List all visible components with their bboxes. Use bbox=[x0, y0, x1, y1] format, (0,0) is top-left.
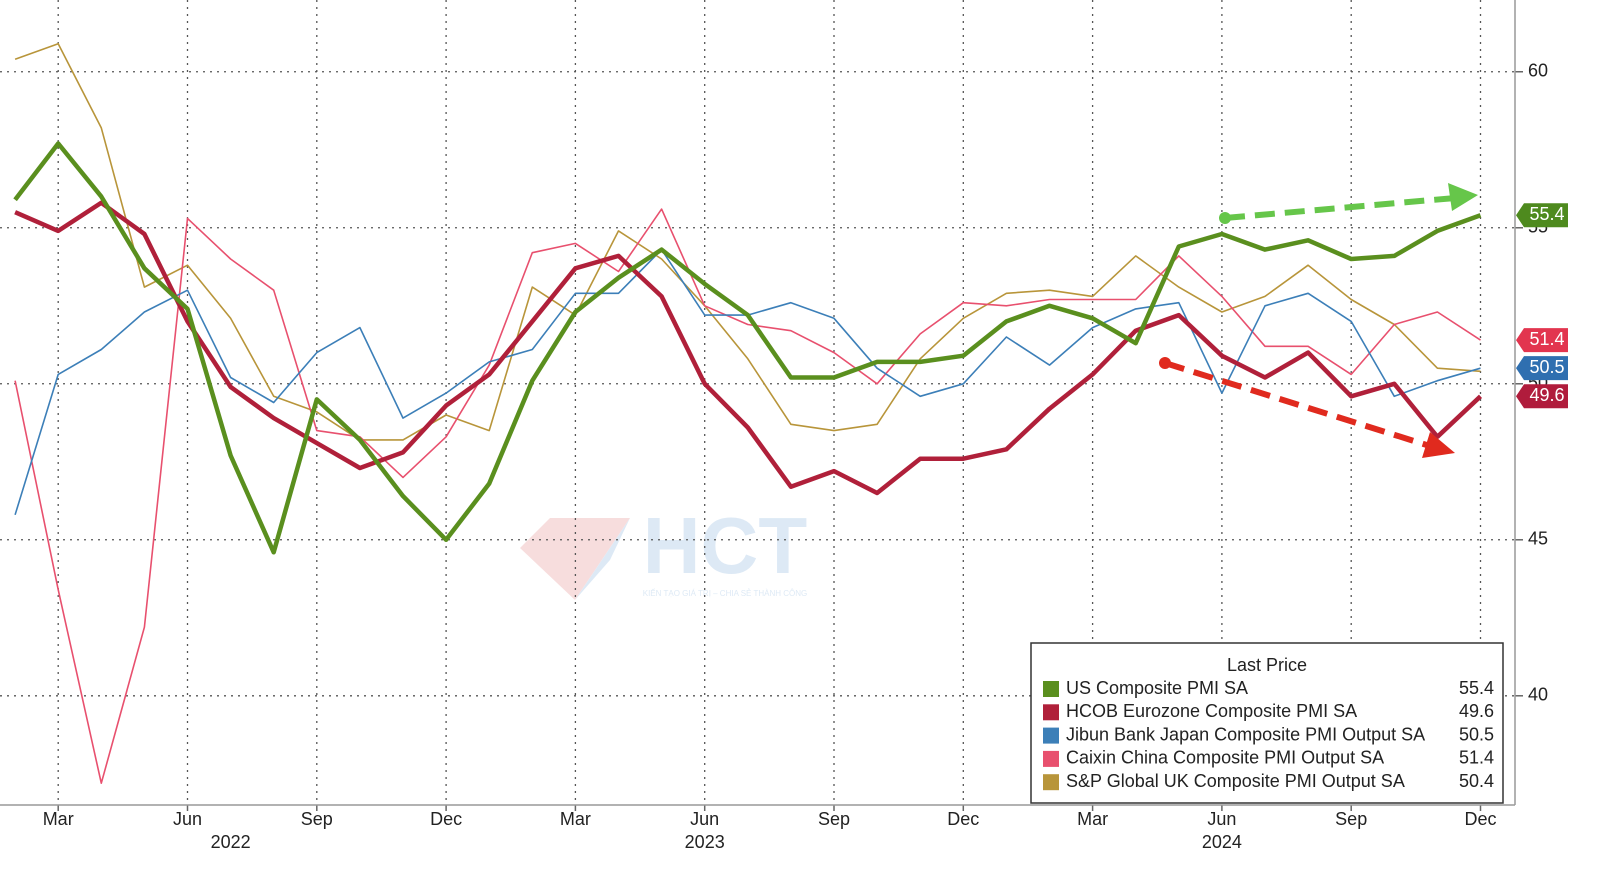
x-tick-label: Mar bbox=[43, 809, 74, 829]
x-tick-label: Sep bbox=[1335, 809, 1367, 829]
watermark-text: HCT bbox=[643, 501, 808, 590]
x-tick-label: Mar bbox=[1077, 809, 1108, 829]
series-line bbox=[13, 141, 1482, 555]
x-tick-label: Dec bbox=[430, 809, 462, 829]
y-tick-label: 40 bbox=[1528, 685, 1548, 705]
last-price-tag bbox=[1516, 328, 1568, 353]
legend-value: 50.5 bbox=[1459, 724, 1494, 744]
last-price-tag bbox=[1516, 384, 1568, 409]
x-tick-label: Dec bbox=[947, 809, 979, 829]
legend-value: 51.4 bbox=[1459, 748, 1494, 768]
watermark-logo bbox=[520, 518, 630, 600]
series-line bbox=[14, 208, 1481, 784]
legend-label: Caixin China Composite PMI Output SA bbox=[1066, 748, 1384, 768]
y-tick-label: 45 bbox=[1528, 529, 1548, 549]
x-tick-label: Jun bbox=[173, 809, 202, 829]
legend-title: Last Price bbox=[1227, 655, 1307, 675]
legend-label: HCOB Eurozone Composite PMI SA bbox=[1066, 701, 1357, 721]
legend-swatch bbox=[1043, 774, 1059, 791]
legend-value: 55.4 bbox=[1459, 678, 1494, 698]
x-tick-label: Jun bbox=[690, 809, 719, 829]
last-price-tag-label: 50.5 bbox=[1529, 357, 1564, 377]
x-year-label: 2023 bbox=[685, 832, 725, 852]
series-line bbox=[14, 42, 1481, 441]
x-tick-label: Jun bbox=[1207, 809, 1236, 829]
x-year-label: 2022 bbox=[211, 832, 251, 852]
x-tick-label: Mar bbox=[560, 809, 591, 829]
legend-label: Jibun Bank Japan Composite PMI Output SA bbox=[1066, 724, 1425, 744]
watermark-logo bbox=[575, 518, 630, 600]
legend-label: S&P Global UK Composite PMI Output SA bbox=[1066, 771, 1405, 791]
legend: Last Price US Composite PMI SA 55.4 HCOB E… bbox=[1030, 642, 1504, 804]
legend-value: 49.6 bbox=[1459, 701, 1494, 721]
annotation-arrow bbox=[1219, 183, 1478, 224]
legend-swatch bbox=[1043, 727, 1059, 744]
legend-box bbox=[1030, 642, 1504, 804]
last-price-tag-label: 49.6 bbox=[1529, 385, 1564, 405]
annotation-arrow bbox=[1159, 357, 1455, 458]
last-price-tag bbox=[1516, 356, 1568, 381]
watermark: HCT KIẾN TẠO GIÁ TRỊ – CHIA SẺ THÀNH CÔN… bbox=[520, 501, 807, 600]
last-price-tag-label: 51.4 bbox=[1529, 329, 1564, 349]
y-tick-label: 60 bbox=[1528, 61, 1548, 81]
x-tick-label: Sep bbox=[301, 809, 333, 829]
legend-value: 50.4 bbox=[1459, 771, 1494, 791]
legend-swatch bbox=[1043, 704, 1059, 721]
x-year-label: 2024 bbox=[1202, 832, 1242, 852]
legend-swatch bbox=[1043, 681, 1059, 697]
series-line bbox=[14, 248, 1481, 516]
watermark-subtitle: KIẾN TẠO GIÁ TRỊ – CHIA SẺ THÀNH CÔNG bbox=[643, 588, 807, 598]
series-line bbox=[14, 200, 1483, 496]
x-tick-label: Dec bbox=[1464, 809, 1496, 829]
legend-label: US Composite PMI SA bbox=[1066, 678, 1248, 698]
x-tick-label: Sep bbox=[818, 809, 850, 829]
last-price-tag-label: 55.4 bbox=[1529, 204, 1564, 224]
last-price-tag bbox=[1516, 203, 1568, 228]
legend-swatch bbox=[1043, 750, 1059, 767]
